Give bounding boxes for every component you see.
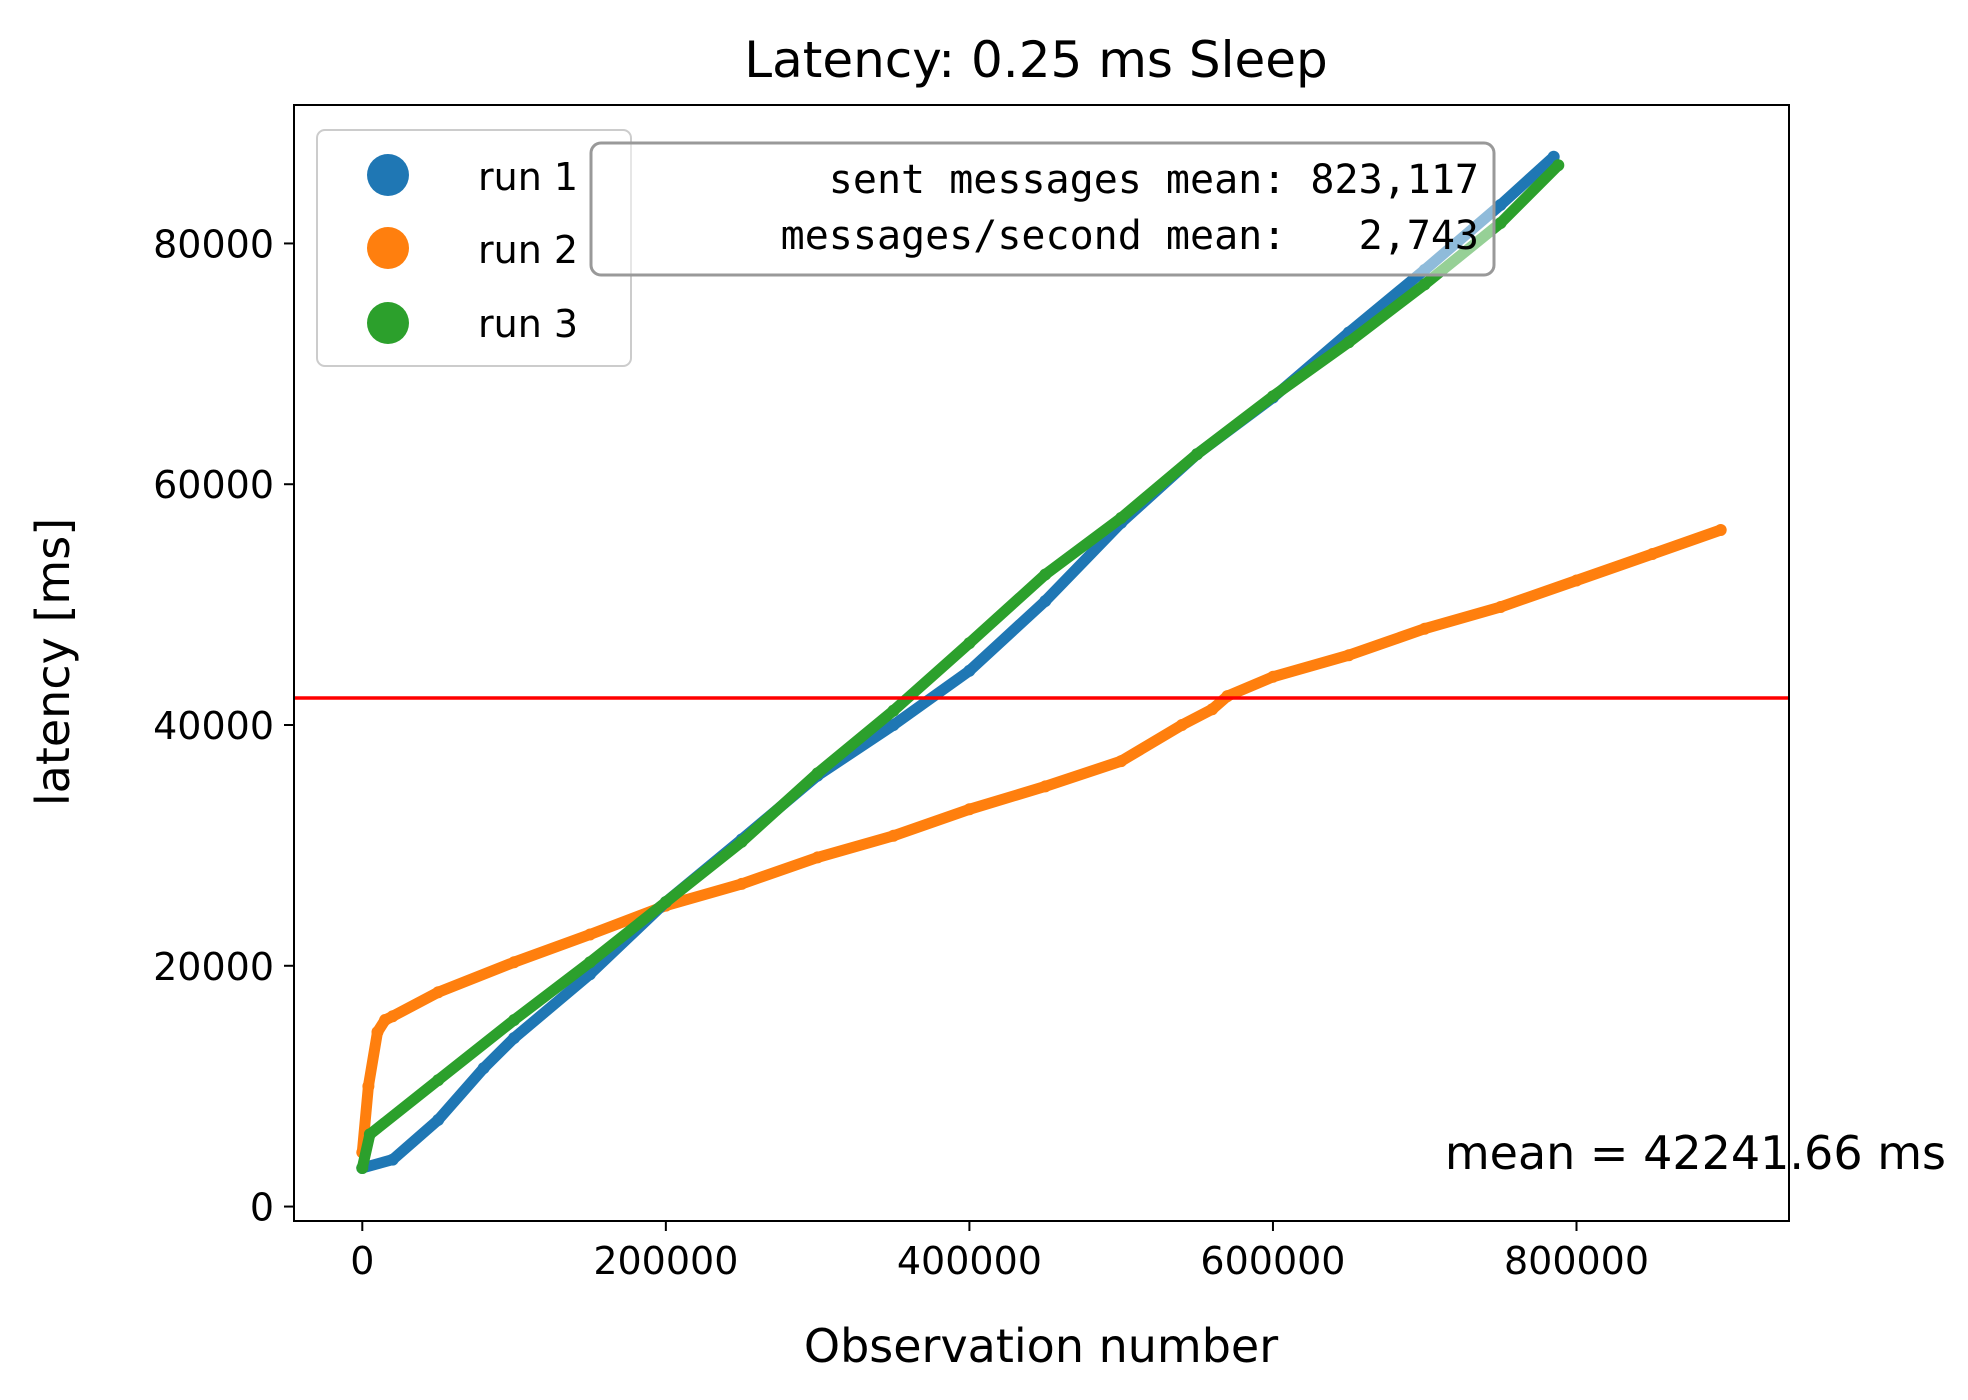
plot-area-frame	[293, 104, 1790, 1222]
data-point-run-2	[1267, 670, 1279, 683]
data-point-run-3	[1039, 568, 1052, 581]
y-tick-label: 40000	[153, 704, 274, 748]
data-point-run-1	[432, 1113, 445, 1126]
data-point-run-2	[1570, 574, 1583, 587]
data-point-run-3	[363, 1128, 376, 1141]
x-tick-label: 600000	[1200, 1239, 1345, 1283]
legend-box	[316, 129, 632, 367]
data-point-run-2	[735, 877, 748, 890]
y-tick-label: 80000	[153, 222, 274, 266]
data-point-run-2	[584, 928, 596, 941]
data-point-run-1	[1494, 198, 1507, 211]
stats-annotation-box: sent messages mean: 823,117 messages/sec…	[589, 141, 1496, 277]
data-point-run-3	[584, 956, 596, 969]
legend-marker-run-1	[367, 154, 409, 196]
data-point-run-3	[887, 704, 900, 717]
data-point-run-2	[1206, 703, 1219, 716]
data-point-run-1	[386, 1153, 399, 1166]
data-point-run-3	[356, 1162, 369, 1174]
data-point-run-2	[1418, 622, 1431, 635]
data-point-run-2	[432, 986, 445, 999]
legend-label-run-1: run 1	[478, 155, 578, 199]
data-point-run-2	[1646, 548, 1659, 560]
x-axis: 0 200000 400000 600000 800000	[350, 1221, 1649, 1283]
data-point-run-2	[371, 1026, 384, 1038]
series-run-2	[356, 524, 1727, 1159]
chart-title: Latency: 0.25 ms Sleep	[744, 31, 1328, 89]
series-layer	[356, 150, 1727, 1174]
series-line-run-3	[356, 159, 1564, 1174]
data-point-run-3	[1115, 511, 1128, 524]
y-axis-label: latency [ms]	[26, 518, 80, 806]
data-point-run-2	[1039, 780, 1052, 793]
x-tick-label: 0	[350, 1239, 374, 1283]
y-axis: 0 20000 40000 60000 80000	[153, 222, 294, 1230]
x-tick-label: 400000	[897, 1239, 1042, 1283]
x-tick-label: 800000	[1504, 1239, 1649, 1283]
legend: run 1 run 2 run 3	[316, 129, 632, 367]
data-point-run-2	[963, 803, 976, 816]
data-point-run-1	[477, 1062, 490, 1075]
data-point-run-2	[386, 1010, 399, 1023]
data-point-run-2	[1175, 719, 1188, 731]
data-point-run-2	[1494, 601, 1507, 613]
data-point-run-2	[508, 956, 521, 969]
data-point-run-1	[887, 719, 900, 731]
series-run-3	[356, 159, 1565, 1174]
data-point-run-2	[1342, 649, 1355, 662]
data-point-run-3	[508, 1014, 521, 1026]
data-point-run-3	[811, 767, 824, 780]
y-tick-label: 20000	[153, 945, 274, 989]
data-point-run-2	[1714, 524, 1727, 536]
data-point-run-2	[1221, 690, 1234, 703]
stats-messages-per-second-mean: messages/second mean: 2,743	[781, 213, 1479, 259]
data-point-run-3	[1191, 448, 1204, 461]
x-axis-label: Observation number	[804, 1319, 1278, 1373]
data-point-run-3	[963, 637, 976, 650]
legend-marker-run-2	[367, 227, 409, 269]
data-point-run-3	[1342, 336, 1355, 349]
data-point-run-2	[362, 1080, 375, 1093]
data-point-run-1	[1039, 595, 1052, 607]
data-point-run-3	[1552, 159, 1565, 172]
data-point-run-3	[1494, 217, 1507, 229]
y-tick-label: 0	[250, 1186, 274, 1230]
x-tick-label: 200000	[593, 1239, 738, 1283]
data-point-run-3	[735, 835, 748, 848]
legend-marker-run-3	[367, 302, 409, 344]
data-point-run-1	[508, 1032, 521, 1044]
y-tick-label: 60000	[153, 463, 274, 507]
data-point-run-1	[963, 664, 976, 677]
data-point-run-2	[811, 851, 824, 864]
stats-sent-messages-mean: sent messages mean: 823,117	[805, 157, 1479, 203]
data-point-run-3	[659, 896, 672, 908]
data-point-run-2	[887, 829, 900, 842]
data-point-run-3	[1267, 390, 1279, 403]
data-point-run-2	[1115, 755, 1128, 768]
mean-annotation: mean = 42241.66 ms	[1445, 1126, 1946, 1180]
stats-box-frame	[589, 141, 1496, 277]
legend-label-run-3: run 3	[478, 302, 578, 346]
legend-label-run-2: run 2	[478, 228, 578, 272]
data-point-run-3	[432, 1074, 445, 1087]
data-point-run-3	[1418, 278, 1431, 291]
